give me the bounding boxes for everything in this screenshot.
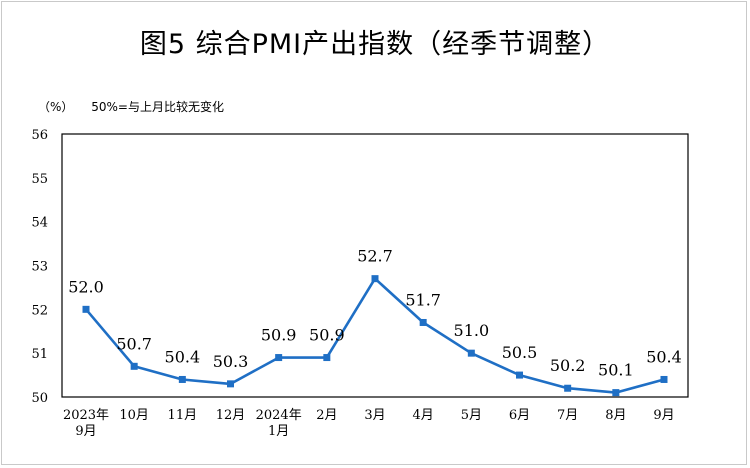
y-tick-label: 50 [31, 391, 48, 406]
y-axis-ticks: 50 51 52 53 54 55 56 [31, 128, 48, 406]
x-tick-label: 2024年 1月 [256, 408, 302, 439]
series-line [85, 277, 665, 394]
x-tick-label: 5月 [461, 408, 482, 423]
data-point-marker [371, 275, 379, 283]
x-tick-label: 4月 [413, 408, 434, 423]
x-tick-label: 11月 [168, 408, 198, 423]
y-tick-label: 55 [31, 172, 48, 187]
data-label: 52.7 [357, 247, 393, 266]
y-tick-label: 51 [31, 347, 48, 362]
data-label: 50.4 [165, 347, 201, 366]
data-point-marker [564, 384, 572, 392]
y-unit-label: （%） [38, 100, 74, 114]
data-label: 52.0 [68, 277, 104, 296]
data-point-marker [467, 349, 475, 357]
x-tick-label: 6月 [509, 408, 530, 423]
x-tick-label: 10月 [119, 408, 149, 423]
data-label: 50.9 [309, 326, 345, 345]
x-tick-label: 2月 [316, 408, 337, 423]
x-tick-label: 7月 [557, 408, 578, 423]
data-point-marker [612, 389, 620, 397]
x-tick-label: 3月 [364, 408, 385, 423]
data-point-marker [82, 305, 90, 313]
series-markers [82, 275, 668, 397]
data-point-marker [516, 371, 523, 379]
data-point-marker [323, 354, 331, 362]
data-point-marker [419, 318, 427, 326]
data-label: 51.7 [405, 290, 441, 309]
data-point-marker [130, 362, 138, 370]
x-tick-label: 8月 [605, 408, 626, 423]
data-point-marker [275, 354, 283, 362]
chart-note: （%） 50%=与上月比较无变化 [38, 98, 224, 115]
x-tick-label: 9月 [653, 408, 674, 423]
chart-title: 图5 综合PMI产出指数（经季节调整） [139, 29, 611, 60]
y-tick-label: 52 [31, 303, 48, 318]
x-tick-label: 2023年 9月 [63, 408, 109, 439]
x-axis-ticks: 2023年 9月 10月 11月 12月 2024年 1月 2月 3月 4月 5月 6月 7月 8月 9月 [63, 408, 675, 439]
data-point-marker [660, 375, 668, 383]
x-tick-label: 12月 [216, 408, 246, 423]
plot-area-border [61, 133, 689, 398]
y-tick-label: 53 [31, 260, 48, 275]
y-tick-label: 54 [31, 216, 48, 231]
baseline-note: 50%=与上月比较无变化 [91, 100, 224, 114]
y-tick-label: 56 [31, 128, 48, 143]
data-label: 50.4 [646, 347, 682, 366]
axes [61, 133, 689, 398]
data-label: 50.5 [502, 343, 538, 362]
data-label: 50.9 [261, 326, 297, 345]
data-point-marker [227, 380, 234, 388]
data-label: 50.7 [116, 334, 152, 353]
data-label: 50.3 [213, 352, 249, 371]
data-label: 51.0 [454, 321, 490, 340]
data-labels: 52.0 50.7 50.4 50.3 50.9 50.9 52.7 51.7 51.0 50.5… [68, 247, 682, 380]
data-point-marker [178, 375, 186, 383]
data-label: 50.2 [550, 356, 586, 375]
data-label: 50.1 [598, 361, 634, 380]
